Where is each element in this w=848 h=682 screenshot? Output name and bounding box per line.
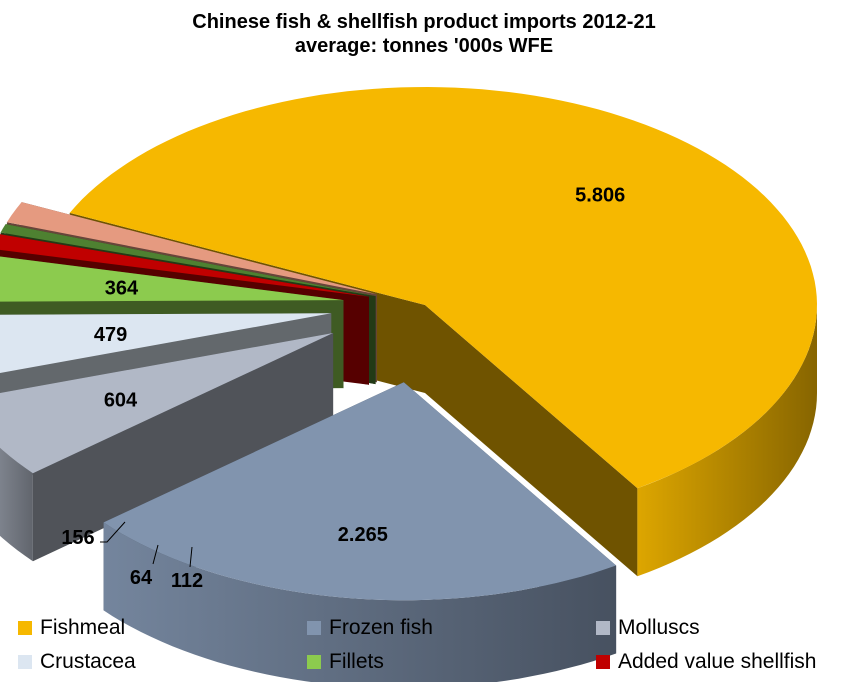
data-label: 364 [105,278,139,300]
leader-line [152,544,159,565]
data-label: 604 [104,390,138,412]
data-label: 2.265 [338,524,388,546]
slice-outer-rim [637,305,817,577]
slice-top-1 [103,382,617,601]
legend-label: Molluscs [618,616,700,639]
legend-item-added-value-shellfish: Added value shellfish [596,648,816,676]
data-label: 479 [94,324,127,346]
legend-label: Added value shellfish [618,650,817,673]
data-label: 5.806 [575,184,625,206]
legend-item-molluscs: Molluscs [596,614,700,642]
legend-swatch [596,621,610,635]
slice-top-7 [6,202,377,295]
legend-swatch [596,655,610,669]
legend-swatch [18,655,32,669]
slice-side-wall [32,333,334,562]
legend-item-fishmeal: Fishmeal [18,614,125,642]
chart-subtitle: average: tonnes '000s WFE [294,35,554,57]
leader-line [189,546,193,568]
slice-top-5 [0,234,369,297]
legend-item-frozen-fish: Frozen fish [307,614,433,642]
slice-outer-rim [0,447,33,562]
legend-swatch [18,621,32,635]
legend-swatch [307,655,321,669]
leader-line [100,521,126,543]
legend-label: Fishmeal [40,616,126,639]
slice-top-4 [0,256,344,302]
legend-item-fillets: Fillets [307,648,384,676]
slice-side-wall [425,305,638,577]
slice-top-3 [0,313,332,373]
chart-legend: Fishmeal Frozen fish Molluscs Crustacea Fill… [0,612,848,682]
slice-outer-rim [103,522,617,682]
data-label: 64 [130,567,153,589]
chart-title: Chinese fish & shellfish product imports… [192,11,656,33]
slice-top-2 [0,333,334,474]
legend-item-crustacea: Crustacea [18,648,136,676]
data-label: 156 [61,527,94,549]
chart-title-block: Chinese fish & shellfish product imports… [0,10,848,58]
legend-label: Crustacea [40,650,136,673]
data-label: 112 [171,570,203,592]
legend-swatch [307,621,321,635]
slice-top-6 [0,224,376,297]
slice-top-0 [69,87,817,489]
legend-label: Frozen fish [329,616,433,639]
legend-label: Fillets [329,650,384,673]
